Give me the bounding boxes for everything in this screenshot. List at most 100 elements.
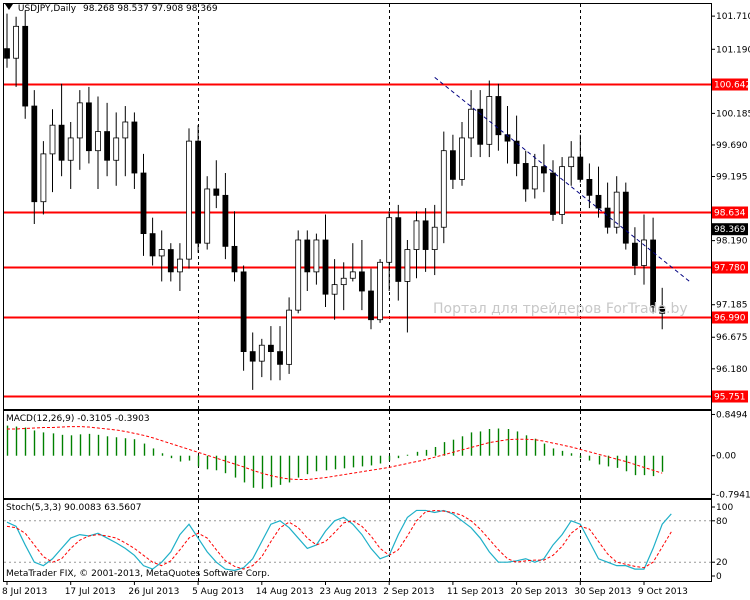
candle-body [186,140,192,260]
candle-body [595,194,602,209]
stoch-signal-line [6,509,672,570]
candle-body [22,25,29,107]
candle-body [413,220,420,250]
candles [4,10,666,390]
candle-body [258,344,265,362]
price-tick-label: 96.675 [716,333,748,343]
candle-body [331,284,338,295]
candle-body [322,239,329,295]
date-tick-label: 5 Aug 2013 [192,587,244,597]
stoch-tick-label: 100 [716,503,733,513]
candle-body [650,239,656,308]
price-tick-label: 101.190 [716,45,750,55]
candle-body [304,239,311,273]
price-tick-label: 101.710 [716,12,750,22]
current-price-label: 98.369 [714,225,746,235]
candle-body [386,217,393,263]
candle-body [468,108,475,139]
candle-body [495,96,502,136]
stoch-tick-label: 20 [716,558,728,568]
candle-body [459,137,465,180]
candle-body [31,105,38,203]
candle-body [76,102,83,139]
candle-body [295,239,302,311]
candle-body [131,121,138,174]
date-tick-label: 23 Aug 2013 [320,587,378,597]
candle-body [167,249,174,273]
candle-body [449,150,456,180]
candle-body [313,239,320,273]
date-tick-label: 2 Sep 2013 [383,587,434,597]
level-label: 100.642 [714,81,750,91]
level-label-bg [712,78,748,91]
stoch-main-line [6,509,672,572]
candle-body [622,191,629,244]
candle-body [222,194,229,247]
macd-signal-line [7,426,663,481]
candle-body [113,137,120,161]
candle-body [358,271,365,292]
candle-body [586,178,593,196]
price-panel-frame [3,3,712,410]
candle-body [422,220,429,250]
candle-body [550,172,556,215]
date-tick-label: 26 Jul 2013 [128,587,179,597]
candle-body [659,306,666,314]
candle-body [531,166,538,190]
stoch-panel-frame [3,499,712,582]
candle-body [513,140,520,164]
level-label-bg [712,261,748,274]
candle-body [541,166,547,174]
macd-tick-label: -0.7941 [716,490,750,500]
level-label: 97.780 [714,264,746,274]
candle-body [349,271,356,279]
stoch-title: Stoch(5,3,3) 90.0083 63.5607 [6,503,142,513]
candle-body [267,344,274,352]
candle-body [340,277,347,286]
candle-body [632,242,638,266]
candle-body [568,156,575,168]
candle-body [577,156,584,180]
candle-body [286,309,293,365]
price-tick-label: 100.185 [716,109,750,119]
candle-body [477,108,484,145]
price-tick-label: 99.690 [716,141,748,151]
current-price-label-bg [712,223,748,236]
candle-body [95,131,101,152]
candle-body [67,137,74,161]
watermark-text: Портал для трейдеров ForTrade.by [433,301,688,317]
candle-body [277,351,283,365]
trendline-segment [434,76,690,282]
candle-body [559,166,565,215]
date-tick-label: 14 Aug 2013 [256,587,314,597]
candle-body [122,121,129,139]
candle-body [140,172,147,235]
candle-body [240,271,247,352]
date-tick-label: 20 Sep 2013 [511,587,568,597]
symbol-label: USDJPY,Daily [17,4,77,14]
candle-body [40,153,47,203]
level-label: 95.751 [714,393,746,403]
stoch-tick-label: 0 [716,572,722,582]
level-label-bg [712,311,748,324]
candle-body [86,102,92,152]
price-tick-label: 99.195 [716,173,748,183]
level-label-bg [712,390,748,403]
level-label: 96.990 [714,314,746,324]
price-tick-label: 96.180 [716,365,748,375]
candle-body [104,131,110,161]
candle-body [213,188,220,196]
candle-body [176,258,183,273]
macd-panel-frame [3,410,712,499]
candle-body [377,261,384,321]
macd-title: MACD(12,26,9) -0.3105 -0.3903 [6,414,150,424]
candle-body [613,191,620,228]
candle-body [13,25,20,59]
candle-body [504,134,511,142]
candle-body [149,233,156,257]
macd-panel: 0.8494 0.00 -0.7941 [6,410,750,500]
trendline [434,76,690,282]
level-label: 98.634 [714,209,746,219]
price-tick-label: 97.185 [716,301,748,311]
price-tick-label: 98.190 [716,237,748,247]
